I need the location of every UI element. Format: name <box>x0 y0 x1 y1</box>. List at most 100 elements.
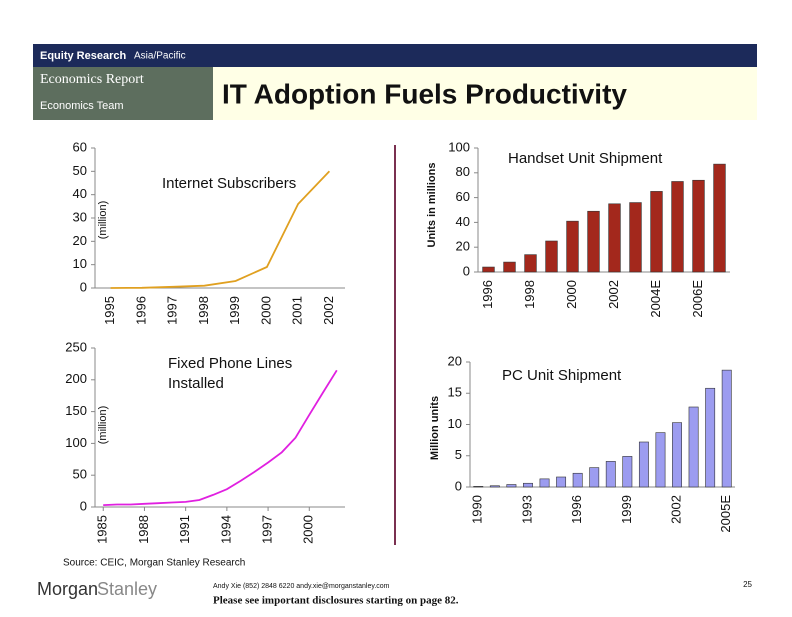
x-tick-label: 1999 <box>227 296 242 325</box>
y-tick-label: 15 <box>448 385 462 400</box>
bar <box>638 441 649 488</box>
y-tick-label: 0 <box>80 498 87 513</box>
x-tick-label: 1988 <box>136 515 151 544</box>
y-tick-label: 0 <box>80 279 87 294</box>
x-tick-label: 2005E <box>718 495 733 533</box>
y-tick-label: 50 <box>73 467 87 482</box>
x-tick-label: 2004E <box>648 280 663 318</box>
page-title: IT Adoption Fuels Productivity <box>222 78 627 109</box>
bar <box>705 387 716 488</box>
y-tick-label: 100 <box>448 139 470 154</box>
y-tick-label: 200 <box>65 371 87 386</box>
y-tick-label: 60 <box>73 139 87 154</box>
chart-title: Fixed Phone Lines Installed <box>168 355 293 392</box>
bar <box>539 478 550 488</box>
bar <box>589 467 600 488</box>
bar <box>473 486 484 488</box>
y-tick-label: 150 <box>65 403 87 418</box>
line <box>103 369 338 506</box>
bar <box>672 422 682 488</box>
bar <box>566 220 579 273</box>
bar <box>608 203 621 273</box>
x-tick-label: 1997 <box>165 296 180 325</box>
x-tick-label: 2001 <box>290 296 305 325</box>
title-box <box>213 67 757 120</box>
bar <box>629 202 642 273</box>
disclosure: Please see important disclosures startin… <box>213 595 459 607</box>
bar <box>671 181 684 273</box>
title-wrap: Fixed Phone Lines Installed <box>168 355 293 392</box>
x-tick-label: 1996 <box>480 280 495 309</box>
logo-second: Stanley <box>97 579 157 599</box>
bar <box>524 254 537 273</box>
x-tick-label: 1993 <box>519 495 534 524</box>
x-tick-label: 1998 <box>522 280 537 309</box>
bar <box>572 472 583 488</box>
x-tick-label: 1994 <box>218 515 233 544</box>
x-tick-label: 2000 <box>564 280 579 309</box>
bar <box>721 369 732 488</box>
x-tick-label: 1991 <box>177 515 192 544</box>
x-tick-label: 1995 <box>102 296 117 325</box>
bar <box>556 476 567 488</box>
y-tick-label: 250 <box>65 339 87 354</box>
y-axis-label: Units in millions <box>426 163 438 248</box>
bar <box>650 191 663 273</box>
bar <box>482 266 495 273</box>
bar <box>622 456 633 488</box>
bar <box>545 240 558 273</box>
x-tick-label: 1999 <box>619 495 634 524</box>
y-axis-label: (million) <box>97 201 109 240</box>
team: Economics Team <box>40 100 124 112</box>
bar <box>655 432 666 488</box>
y-tick-label: 20 <box>456 239 470 254</box>
chart-title: Internet Subscribers <box>162 175 296 192</box>
x-tick-label: 1996 <box>133 296 148 325</box>
y-tick-label: 20 <box>73 233 87 248</box>
y-tick-label: 50 <box>73 163 87 178</box>
x-tick-label: 1998 <box>196 296 211 325</box>
logo-first: Morgan <box>37 579 98 599</box>
bar <box>506 484 517 488</box>
y-tick-label: 80 <box>456 164 470 179</box>
y-tick-label: 30 <box>73 209 87 224</box>
y-tick-label: 5 <box>455 447 462 462</box>
y-tick-label: 10 <box>448 416 462 431</box>
y-tick-label: 10 <box>73 256 87 271</box>
y-tick-label: 0 <box>455 478 462 493</box>
bar <box>713 163 726 273</box>
line <box>110 170 331 289</box>
y-tick-label: 40 <box>73 186 87 201</box>
x-tick-label: 1996 <box>569 495 584 524</box>
source: Source: CEIC, Morgan Stanley Research <box>63 558 245 569</box>
report-box <box>33 67 213 120</box>
x-tick-label: 2002 <box>606 280 621 309</box>
y-tick-label: 20 <box>448 353 462 368</box>
division: Equity Research <box>40 50 126 62</box>
chart-title: Handset Unit Shipment <box>508 150 663 167</box>
y-tick-label: 0 <box>463 263 470 278</box>
contact: Andy Xie (852) 2848 6220 andy.xie@morgan… <box>213 583 390 590</box>
bar <box>692 179 705 273</box>
bar <box>688 406 699 488</box>
chart-title: PC Unit Shipment <box>502 367 622 384</box>
y-tick-label: 40 <box>456 214 470 229</box>
x-tick-label: 2000 <box>258 296 273 325</box>
bar <box>523 482 533 488</box>
header-bar <box>33 44 757 67</box>
x-tick-label: 2002 <box>321 296 336 325</box>
y-axis-label: Million units <box>429 396 441 460</box>
x-tick-label: 2000 <box>301 515 316 544</box>
y-axis-label: (million) <box>97 406 109 445</box>
x-tick-label: 2006E <box>690 280 705 318</box>
page-number: 25 <box>743 580 752 589</box>
x-tick-label: 1985 <box>95 515 110 544</box>
region: Asia/Pacific <box>134 51 186 62</box>
bar <box>587 210 600 273</box>
bar <box>605 461 616 488</box>
y-tick-label: 60 <box>456 189 470 204</box>
bar <box>489 485 500 488</box>
bar <box>503 261 516 273</box>
y-tick-label: 100 <box>65 435 87 450</box>
x-tick-label: 1990 <box>470 495 485 524</box>
